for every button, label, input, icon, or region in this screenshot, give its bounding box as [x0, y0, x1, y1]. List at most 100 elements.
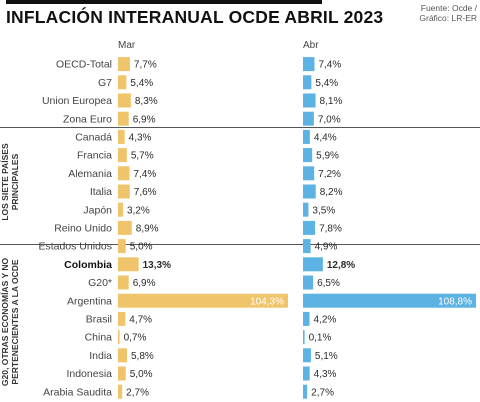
bar-mar — [118, 148, 127, 163]
category-label: Alemania — [68, 168, 112, 180]
source-line: Fuente: Ocde / — [420, 3, 477, 13]
bar-mar — [118, 57, 130, 72]
bar-abr — [303, 184, 316, 199]
bar-abr — [303, 57, 315, 72]
bar-mar — [118, 330, 120, 345]
category-label: Reino Unido — [54, 223, 112, 235]
source-note: Fuente: Ocde / Gráfico: LR-ER — [419, 3, 477, 23]
category-label: Zona Euro — [63, 113, 112, 125]
data-label: 4,4% — [314, 133, 337, 144]
bar-mar — [118, 384, 123, 399]
bar-mar — [118, 166, 130, 181]
data-label: 4,3% — [314, 369, 337, 380]
data-label: 0,1% — [309, 333, 332, 344]
page-title: INFLACIÓN INTERANUAL OCDE ABRIL 2023 — [6, 7, 384, 27]
bar-abr — [303, 202, 309, 217]
category-label: Estados Unidos — [38, 241, 112, 253]
column-header-mar: Mar — [118, 40, 136, 51]
bar-abr — [303, 166, 315, 181]
bar-mar — [118, 257, 139, 272]
data-label: 7,6% — [134, 187, 157, 198]
section-divider-bottom — [0, 244, 480, 245]
data-label: 8,3% — [135, 96, 158, 107]
bar-abr — [303, 93, 316, 108]
data-label: 4,3% — [129, 133, 152, 144]
data-label: 104,3% — [250, 296, 284, 307]
data-label: 6,5% — [317, 278, 340, 289]
category-label: G7 — [98, 77, 112, 89]
category-label: Union Europea — [42, 95, 112, 107]
data-label: 5,4% — [315, 78, 338, 89]
data-label: 7,7% — [134, 60, 157, 71]
category-label: Italia — [90, 186, 112, 198]
data-label: 0,7% — [124, 333, 147, 344]
section-divider-top — [0, 127, 480, 128]
category-label: Arabia Saudita — [43, 386, 112, 398]
category-label: Japón — [83, 204, 112, 216]
bar-abr — [303, 75, 312, 90]
data-label: 8,2% — [320, 187, 343, 198]
bar-abr — [303, 384, 308, 399]
bar-mar — [118, 366, 126, 381]
category-label: India — [89, 350, 112, 362]
bar-abr — [303, 293, 476, 308]
bar-abr — [303, 111, 314, 126]
data-label: 7,0% — [318, 114, 341, 125]
data-label: 7,8% — [319, 224, 342, 235]
data-label: 7,4% — [318, 60, 341, 71]
bar-abr — [303, 366, 310, 381]
bar-mar — [118, 93, 131, 108]
data-label: 5,4% — [130, 78, 153, 89]
bar-abr — [303, 311, 310, 326]
data-label: 5,7% — [131, 151, 154, 162]
data-label: 3,2% — [127, 205, 150, 216]
data-label: 6,9% — [133, 114, 156, 125]
column-header-abr: Abr — [303, 40, 319, 51]
data-label: 4,7% — [129, 315, 152, 326]
bar-abr — [303, 348, 311, 363]
category-label: Indonesia — [66, 368, 112, 380]
bar-mar — [118, 75, 127, 90]
bar-mar — [118, 348, 127, 363]
bar-mar — [118, 129, 125, 144]
data-label: 13,3% — [143, 260, 171, 271]
bar-mar — [118, 111, 129, 126]
bar-mar — [118, 184, 130, 199]
category-label: Canadá — [75, 132, 112, 144]
category-label: Argentina — [67, 295, 112, 307]
bar-mar — [118, 202, 123, 217]
bar-mar — [118, 220, 132, 235]
bar-abr — [303, 129, 310, 144]
category-label: Francia — [77, 150, 112, 162]
data-label: 5,8% — [131, 351, 154, 362]
data-label: 2,7% — [126, 387, 149, 398]
bar-abr — [303, 257, 323, 272]
bar-abr — [303, 220, 316, 235]
data-label: 4,2% — [314, 315, 337, 326]
data-label: 5,0% — [130, 369, 153, 380]
bar-abr — [303, 330, 305, 345]
category-label: G20* — [88, 277, 112, 289]
data-label: 3,5% — [312, 205, 335, 216]
bar-abr — [303, 148, 313, 163]
data-label: 2,7% — [311, 387, 334, 398]
category-label: Brasil — [86, 314, 112, 326]
data-label: 7,2% — [318, 169, 341, 180]
data-label: 4,9% — [315, 242, 338, 253]
bar-mar — [118, 311, 126, 326]
data-label: 5,1% — [315, 351, 338, 362]
category-label: OECD-Total — [56, 59, 112, 71]
data-label: 108,8% — [438, 296, 472, 307]
bar-abr — [303, 275, 314, 290]
bar-mar — [118, 293, 288, 308]
category-label: Colombia — [64, 259, 112, 271]
data-label: 8,9% — [136, 224, 159, 235]
title-rule — [6, 0, 322, 4]
bar-abr — [303, 239, 311, 254]
data-label: 5,0% — [130, 242, 153, 253]
data-label: 5,9% — [316, 151, 339, 162]
data-label: 7,4% — [133, 169, 156, 180]
data-label: 8,1% — [320, 96, 343, 107]
data-label: 6,9% — [133, 278, 156, 289]
